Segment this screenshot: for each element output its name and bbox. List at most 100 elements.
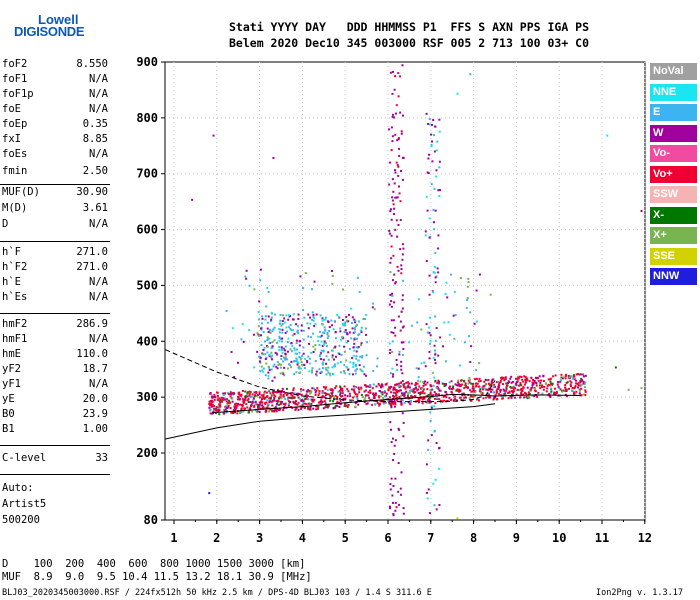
- echo-point: [315, 313, 318, 316]
- echo-point: [447, 321, 450, 324]
- echo-point: [394, 383, 397, 386]
- echo-point: [456, 381, 459, 384]
- echo-point: [274, 391, 277, 394]
- echo-point: [240, 411, 243, 414]
- echo-point: [216, 399, 219, 402]
- true-height-profile-trace: [165, 403, 496, 440]
- echo-point: [220, 400, 223, 403]
- echo-point: [399, 381, 402, 384]
- echo-point: [389, 348, 392, 351]
- echo-point: [240, 403, 243, 406]
- echo-point: [267, 365, 270, 368]
- echo-point: [257, 407, 260, 410]
- echo-point: [535, 381, 538, 384]
- echo-point: [392, 190, 395, 193]
- echo-point: [410, 382, 413, 385]
- echo-point: [472, 394, 475, 397]
- echo-point: [334, 337, 337, 340]
- echo-point: [438, 380, 441, 383]
- legend-item-sse: SSE: [650, 247, 697, 265]
- echo-point: [429, 419, 432, 422]
- echo-point: [428, 401, 431, 404]
- echo-point: [438, 166, 441, 169]
- echo-point: [444, 394, 447, 397]
- echo-point: [309, 322, 312, 325]
- echo-point: [271, 379, 274, 382]
- echo-point: [553, 391, 556, 394]
- echo-point: [580, 387, 583, 390]
- echo-point: [353, 318, 356, 321]
- echo-point: [230, 411, 233, 414]
- echo-point: [481, 388, 484, 391]
- echo-point: [390, 245, 393, 248]
- echo-point: [300, 361, 303, 364]
- echo-point: [388, 183, 391, 186]
- echo-point: [220, 396, 223, 399]
- echo-point: [336, 397, 339, 400]
- echo-point: [325, 386, 328, 389]
- echo-point: [389, 161, 392, 164]
- echo-point: [392, 484, 395, 487]
- echo-point: [354, 319, 357, 322]
- echo-point: [403, 392, 406, 395]
- echo-point: [233, 407, 236, 410]
- echo-point: [416, 389, 419, 392]
- param-name: D: [2, 218, 9, 230]
- virtual-height-trace-dashed: [165, 349, 496, 403]
- echo-point: [334, 405, 337, 408]
- auto-label: Auto:: [2, 482, 34, 494]
- echo-point: [291, 344, 294, 347]
- echo-point: [292, 387, 295, 390]
- echo-point: [390, 257, 393, 260]
- echo-point: [287, 402, 290, 405]
- echo-point: [290, 329, 293, 332]
- echo-point: [358, 400, 361, 403]
- echo-point: [430, 183, 433, 186]
- echo-point: [307, 402, 310, 405]
- echo-point: [393, 444, 396, 447]
- echo-point: [348, 373, 351, 376]
- echo-point: [491, 378, 494, 381]
- echo-point: [231, 392, 234, 395]
- echo-point: [321, 394, 324, 397]
- echo-point: [392, 394, 395, 397]
- echo-point: [493, 385, 496, 388]
- echo-point: [522, 386, 525, 389]
- param-row: yF1 N/A: [2, 378, 108, 392]
- echo-point: [433, 271, 436, 274]
- echo-point: [356, 323, 359, 326]
- echo-point: [400, 268, 403, 271]
- echo-point: [314, 391, 317, 394]
- echo-point: [271, 330, 274, 333]
- echo-point: [399, 218, 402, 221]
- echo-point: [309, 408, 312, 411]
- echo-point: [238, 398, 241, 401]
- echo-point: [242, 340, 245, 343]
- echo-point: [327, 404, 330, 407]
- echo-point: [320, 352, 323, 355]
- echo-point: [401, 258, 404, 261]
- echo-point: [507, 397, 510, 400]
- echo-point: [391, 279, 394, 282]
- echo-point: [243, 401, 246, 404]
- echo-point: [253, 366, 256, 369]
- echo-point: [397, 165, 400, 168]
- echo-point: [225, 400, 228, 403]
- echo-point: [238, 411, 241, 414]
- echo-point: [510, 395, 513, 398]
- echo-point: [216, 391, 219, 394]
- echo-point: [232, 411, 235, 414]
- echo-point: [530, 389, 533, 392]
- param-name: foE: [2, 103, 21, 115]
- echo-point: [338, 397, 341, 400]
- x-axis-ticks: 1 2 3 4 5 6 7 8 9 10 11 12: [170, 520, 652, 545]
- echo-point: [298, 365, 301, 368]
- echo-point: [312, 345, 315, 348]
- echo-point: [258, 404, 261, 407]
- echo-point: [303, 395, 306, 398]
- echo-point: [421, 390, 424, 393]
- echo-point: [261, 315, 264, 318]
- echo-point: [314, 388, 317, 391]
- echo-point: [503, 379, 506, 382]
- echo-point: [482, 385, 485, 388]
